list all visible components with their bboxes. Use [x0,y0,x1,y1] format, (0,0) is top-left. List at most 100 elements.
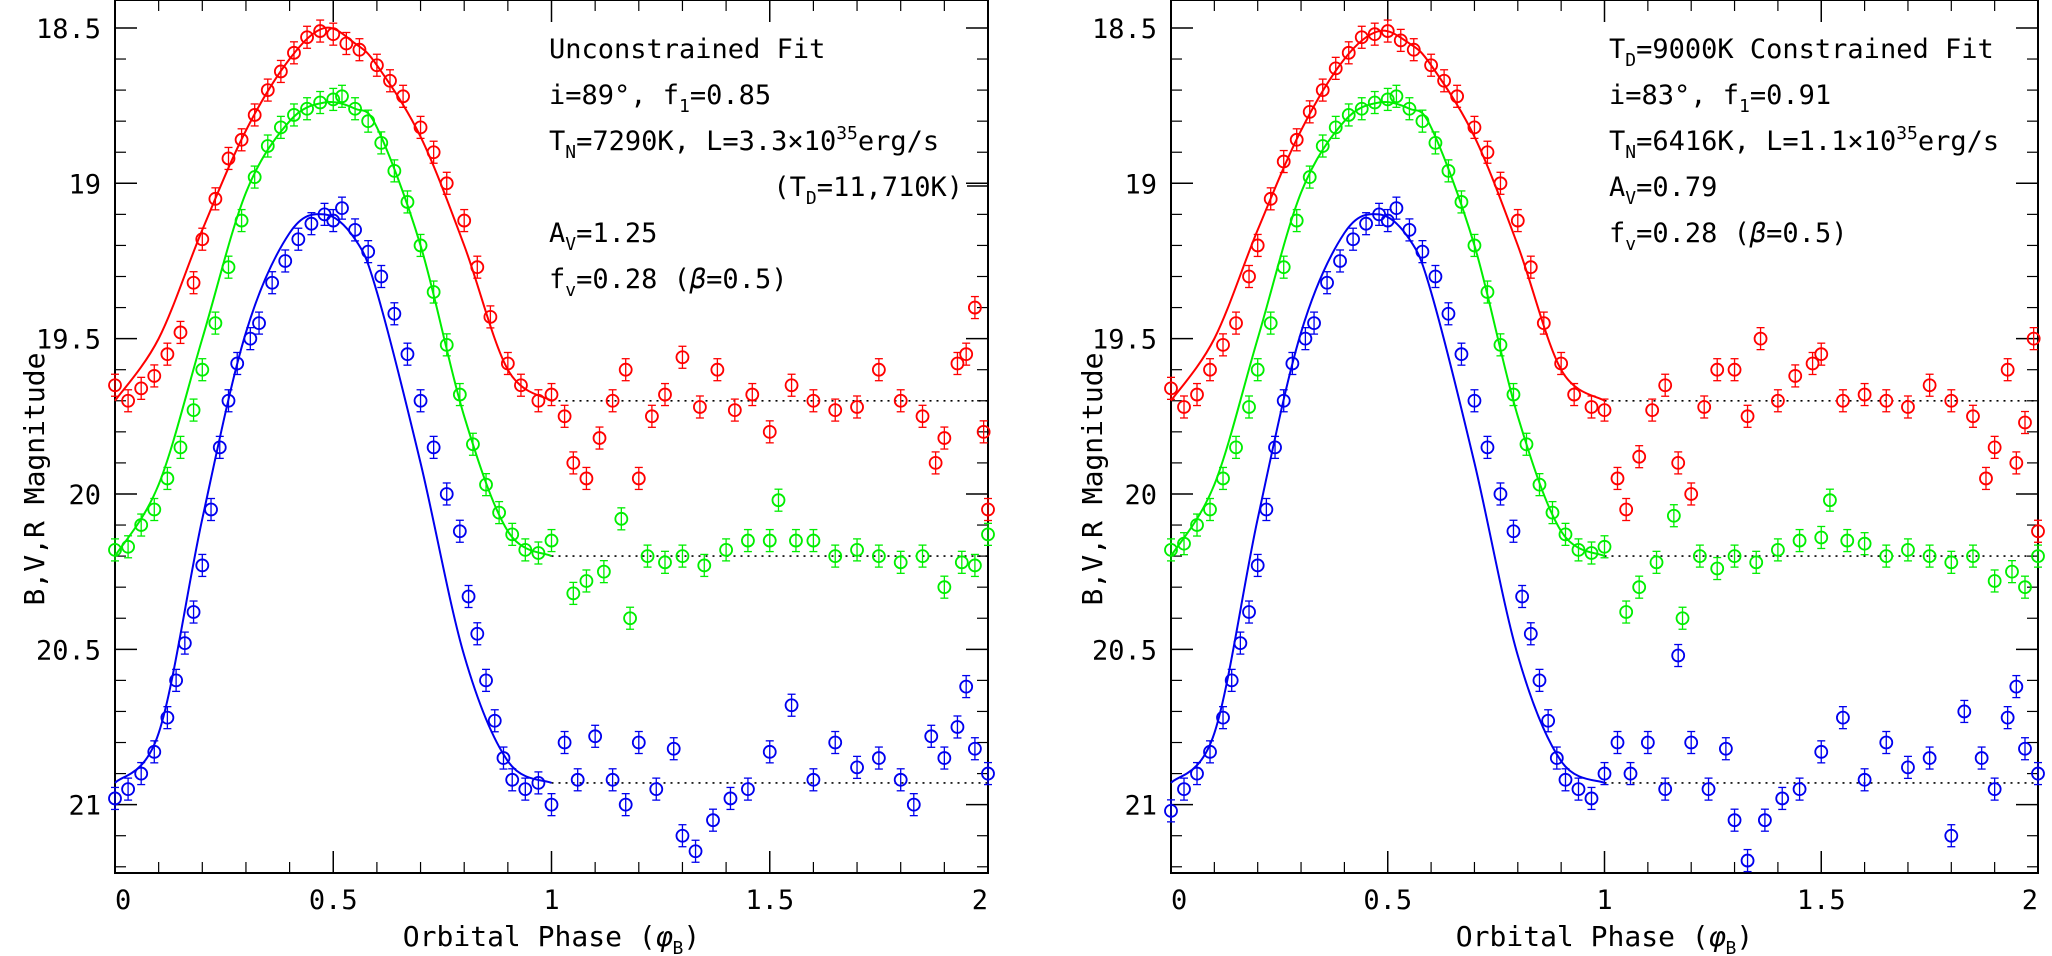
data-point-B [2009,674,2024,699]
data-point-R [195,227,210,251]
data-point-V [1840,528,1855,553]
data-point-R [762,420,777,444]
data-point-B [1268,435,1282,460]
data-point-V [208,311,223,335]
data-point-V [1354,97,1369,121]
data-point-V [134,513,149,537]
data-point-R [1289,128,1304,152]
data-point-V [697,553,712,578]
data-point-V [915,544,930,568]
data-point-R [1242,264,1256,289]
data-point-B [1467,389,1482,413]
data-point-V [108,538,122,562]
ylabel-left: B,V,R Magnitude [18,353,51,606]
data-point-V [1666,504,1681,528]
data-point-R [531,389,546,413]
data-point-V [335,84,349,108]
data-point-V [1493,333,1508,357]
annotation-line: AV=1.25 [549,218,657,255]
data-point-B [1285,351,1300,376]
data-point-R [644,404,659,428]
data-point-R [483,305,498,329]
x-tick-label: 1.5 [745,885,794,916]
y-tick-label: 18.5 [36,14,101,45]
data-point-R [1424,53,1438,77]
data-point-R [1480,140,1495,164]
data-point-V [326,87,341,112]
data-point-V [1649,550,1664,574]
data-point-R [439,171,454,195]
data-point-R [675,345,690,369]
data-point-R [2026,326,2041,351]
data-point-B [169,668,184,693]
data-point-B [1541,709,1556,733]
data-point-B [666,737,681,761]
data-point-B [487,709,502,733]
annotation-line: (TD=11,710K) [773,172,963,209]
data-point-R [1393,28,1408,53]
data-point-B [147,740,162,764]
data-point-B [1242,600,1256,624]
data-point-R [186,271,201,295]
data-point-V [260,134,275,158]
data-point-R [618,358,633,382]
data-point-V [596,559,611,584]
data-point-B [1549,746,1564,770]
data-point-V [1203,497,1217,522]
data-point-B [1623,761,1638,786]
data-point-V [1532,473,1547,497]
data-point-B [1558,768,1573,792]
data-point-B [387,302,402,326]
data-point-B [1718,737,1733,761]
data-point-R [871,358,886,382]
data-point-B [479,668,493,693]
data-point-V [1402,97,1417,121]
data-point-B [1922,746,1937,770]
data-point-V [1242,395,1256,419]
data-point-B [1346,227,1360,251]
data-point-B [400,342,415,366]
data-point-V [1229,435,1243,460]
data-point-R [514,373,528,397]
data-point-V [1315,134,1330,158]
data-point-R [234,128,249,152]
data-point-B [1901,755,1915,780]
data-point-R [1753,326,1768,351]
data-point-B [871,746,886,770]
data-point-V [762,528,777,553]
data-point-B [1415,239,1430,264]
model-curve-B [1170,213,1605,784]
data-point-B [426,435,441,460]
data-point-B [291,227,306,251]
annotation-line: Unconstrained Fit [549,34,825,65]
data-point-R [579,466,594,491]
data-point-R [1523,255,1538,279]
data-point-V [1771,538,1785,562]
data-point-V [287,103,301,127]
data-point-V [828,544,843,568]
data-point-V [937,575,952,599]
data-point-R [500,351,515,376]
data-point-V [1545,500,1560,525]
data-point-R [1354,25,1369,49]
data-point-V [1944,550,1959,574]
data-point-R [928,451,943,475]
data-point-V [1216,466,1230,491]
x-tick-label: 0 [1171,885,1187,916]
data-point-V [579,569,594,593]
data-point-B [906,793,921,817]
data-point-R [1263,187,1278,211]
data-point-V [1276,255,1291,279]
data-point-B [108,786,122,811]
data-point-R [1554,351,1569,376]
data-point-V [400,190,415,214]
data-point-V [789,528,803,553]
panel-unconstrained-fit: 0 0.5 1 1.5 2 18.5 19 19.5 20 20.5 21 Unconstrained… [36,0,995,956]
data-point-V [871,544,886,568]
annotation-line: TN=7290K, L=3.3×1035erg/s [549,123,939,163]
data-point-R [745,382,760,407]
data-point-R [1814,342,1829,366]
data-point-V [2018,575,2032,599]
data-point-R [1671,451,1686,475]
